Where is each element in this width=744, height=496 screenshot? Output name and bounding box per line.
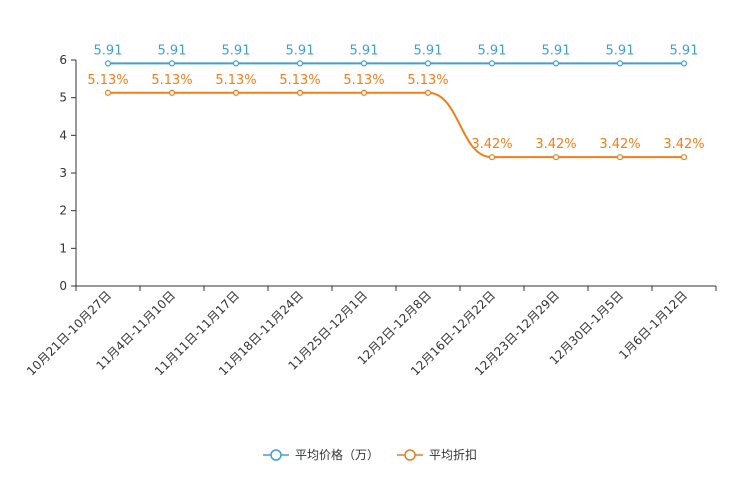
chart-data-labels: 5.91 5.91 5.91 5.91 5.91 5.91 5.91 5.91 5.91 5.91… xyxy=(87,43,704,152)
data-point-1[interactable] xyxy=(232,89,240,96)
data-point-0[interactable] xyxy=(680,60,688,67)
data-label-1: 5.13% xyxy=(343,73,384,88)
data-label-0: 5.91 xyxy=(286,43,315,58)
data-point-1[interactable] xyxy=(552,154,560,161)
data-point-0[interactable] xyxy=(296,60,304,67)
legend-item-0[interactable]: 平均价格（万） xyxy=(263,447,379,462)
data-point-0[interactable] xyxy=(168,60,176,67)
data-point-0[interactable] xyxy=(104,60,112,67)
data-point-0[interactable] xyxy=(616,60,624,67)
data-label-0: 5.91 xyxy=(478,43,507,58)
data-label-1: 3.42% xyxy=(663,137,704,152)
data-label-0: 5.91 xyxy=(94,43,123,58)
y-tick-label: 0 xyxy=(59,279,67,293)
data-label-0: 5.91 xyxy=(670,43,699,58)
x-tick-label: 1月6日-1月12日 xyxy=(616,288,690,362)
legend-marker-icon xyxy=(270,449,282,461)
data-label-1: 3.42% xyxy=(599,137,640,152)
data-point-1[interactable] xyxy=(296,89,304,96)
legend-item-1[interactable]: 平均折扣 xyxy=(397,447,477,462)
data-point-1[interactable] xyxy=(168,89,176,96)
data-point-1[interactable] xyxy=(488,154,496,161)
data-label-1: 5.13% xyxy=(279,73,320,88)
legend-label: 平均价格（万） xyxy=(295,447,379,462)
chart-axes: 012345610月21日-10月27日11月4日-11月10日11月11日-1… xyxy=(24,53,717,378)
data-label-0: 5.91 xyxy=(542,43,571,58)
data-point-1[interactable] xyxy=(104,89,112,96)
y-tick-label: 1 xyxy=(59,241,67,255)
data-label-0: 5.91 xyxy=(350,43,379,58)
data-label-1: 3.42% xyxy=(471,137,512,152)
data-point-0[interactable] xyxy=(424,60,432,67)
series-line-1 xyxy=(108,91,684,159)
data-point-1[interactable] xyxy=(616,154,624,161)
chart-legend[interactable]: 平均价格（万） 平均折扣 xyxy=(263,447,477,462)
data-label-1: 5.13% xyxy=(151,73,192,88)
legend-label: 平均折扣 xyxy=(429,447,477,462)
data-point-0[interactable] xyxy=(360,60,368,67)
data-label-0: 5.91 xyxy=(606,43,635,58)
data-label-1: 5.13% xyxy=(407,73,448,88)
legend-marker-icon xyxy=(404,449,416,461)
y-tick-label: 2 xyxy=(59,204,67,218)
data-point-0[interactable] xyxy=(552,60,560,67)
data-label-1: 3.42% xyxy=(535,137,576,152)
data-label-0: 5.91 xyxy=(414,43,443,58)
y-tick-label: 4 xyxy=(59,128,67,142)
data-point-1[interactable] xyxy=(360,89,368,96)
data-label-1: 5.13% xyxy=(215,73,256,88)
data-point-0[interactable] xyxy=(232,60,240,67)
chart-series xyxy=(104,60,688,161)
y-tick-label: 5 xyxy=(59,91,67,105)
data-point-1[interactable] xyxy=(680,154,688,161)
data-point-0[interactable] xyxy=(488,60,496,67)
y-tick-label: 6 xyxy=(59,53,67,67)
data-label-1: 5.13% xyxy=(87,73,128,88)
data-point-1[interactable] xyxy=(424,89,432,96)
data-label-0: 5.91 xyxy=(222,43,251,58)
data-label-0: 5.91 xyxy=(158,43,187,58)
y-tick-label: 3 xyxy=(59,166,67,180)
